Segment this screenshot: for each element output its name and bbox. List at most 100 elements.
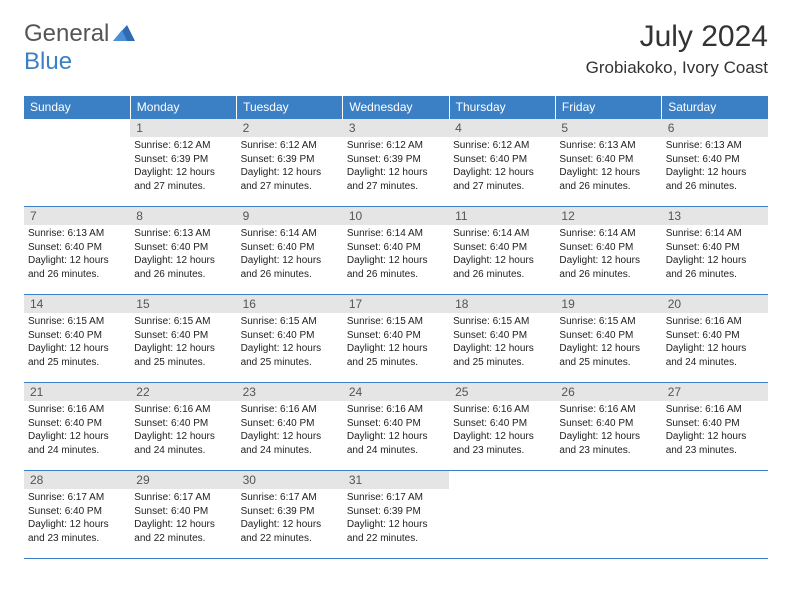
calendar-table: Sunday Monday Tuesday Wednesday Thursday… xyxy=(24,96,768,559)
daylight-text: Daylight: 12 hours and 23 minutes. xyxy=(559,430,657,457)
calendar-day-cell: 27Sunrise: 6:16 AMSunset: 6:40 PMDayligh… xyxy=(662,383,768,471)
sunset-text: Sunset: 6:39 PM xyxy=(241,153,339,167)
daylight-text: Daylight: 12 hours and 23 minutes. xyxy=(666,430,764,457)
day-number: 21 xyxy=(24,383,130,401)
sunrise-text: Sunrise: 6:15 AM xyxy=(28,315,126,329)
calendar-day-cell: 20Sunrise: 6:16 AMSunset: 6:40 PMDayligh… xyxy=(662,295,768,383)
daylight-text: Daylight: 12 hours and 26 minutes. xyxy=(453,254,551,281)
sunrise-text: Sunrise: 6:16 AM xyxy=(666,403,764,417)
sunset-text: Sunset: 6:40 PM xyxy=(241,329,339,343)
sunset-text: Sunset: 6:40 PM xyxy=(241,417,339,431)
calendar-day-cell: 19Sunrise: 6:15 AMSunset: 6:40 PMDayligh… xyxy=(555,295,661,383)
calendar-day-cell: 6Sunrise: 6:13 AMSunset: 6:40 PMDaylight… xyxy=(662,119,768,207)
sunset-text: Sunset: 6:40 PM xyxy=(559,153,657,167)
sunset-text: Sunset: 6:40 PM xyxy=(666,329,764,343)
sunrise-text: Sunrise: 6:16 AM xyxy=(559,403,657,417)
day-number: 3 xyxy=(343,119,449,137)
day-number: 10 xyxy=(343,207,449,225)
daylight-text: Daylight: 12 hours and 25 minutes. xyxy=(134,342,232,369)
day-info: Sunrise: 6:12 AMSunset: 6:40 PMDaylight:… xyxy=(449,137,555,197)
calendar-day-cell: 18Sunrise: 6:15 AMSunset: 6:40 PMDayligh… xyxy=(449,295,555,383)
day-number: 17 xyxy=(343,295,449,313)
day-info: Sunrise: 6:16 AMSunset: 6:40 PMDaylight:… xyxy=(130,401,236,461)
day-number: 25 xyxy=(449,383,555,401)
calendar-day-cell xyxy=(662,471,768,559)
day-number xyxy=(449,471,555,475)
sunrise-text: Sunrise: 6:16 AM xyxy=(347,403,445,417)
sunset-text: Sunset: 6:39 PM xyxy=(134,153,232,167)
day-number xyxy=(24,119,130,123)
calendar-day-cell: 15Sunrise: 6:15 AMSunset: 6:40 PMDayligh… xyxy=(130,295,236,383)
daylight-text: Daylight: 12 hours and 23 minutes. xyxy=(28,518,126,545)
day-info: Sunrise: 6:16 AMSunset: 6:40 PMDaylight:… xyxy=(662,401,768,461)
calendar-day-cell: 28Sunrise: 6:17 AMSunset: 6:40 PMDayligh… xyxy=(24,471,130,559)
daylight-text: Daylight: 12 hours and 26 minutes. xyxy=(347,254,445,281)
calendar-day-cell: 31Sunrise: 6:17 AMSunset: 6:39 PMDayligh… xyxy=(343,471,449,559)
calendar-day-cell: 30Sunrise: 6:17 AMSunset: 6:39 PMDayligh… xyxy=(237,471,343,559)
weekday-header: Monday xyxy=(130,96,236,119)
sunset-text: Sunset: 6:40 PM xyxy=(453,153,551,167)
sunset-text: Sunset: 6:40 PM xyxy=(453,329,551,343)
logo-text-1: General xyxy=(24,20,109,47)
day-info: Sunrise: 6:16 AMSunset: 6:40 PMDaylight:… xyxy=(24,401,130,461)
sunset-text: Sunset: 6:39 PM xyxy=(347,505,445,519)
sunset-text: Sunset: 6:40 PM xyxy=(666,153,764,167)
day-info: Sunrise: 6:16 AMSunset: 6:40 PMDaylight:… xyxy=(555,401,661,461)
day-number: 13 xyxy=(662,207,768,225)
sunset-text: Sunset: 6:40 PM xyxy=(559,417,657,431)
sunset-text: Sunset: 6:40 PM xyxy=(134,241,232,255)
day-number xyxy=(662,471,768,475)
sunrise-text: Sunrise: 6:17 AM xyxy=(134,491,232,505)
calendar-day-cell: 14Sunrise: 6:15 AMSunset: 6:40 PMDayligh… xyxy=(24,295,130,383)
sunrise-text: Sunrise: 6:17 AM xyxy=(28,491,126,505)
calendar-day-cell: 26Sunrise: 6:16 AMSunset: 6:40 PMDayligh… xyxy=(555,383,661,471)
calendar-day-cell: 23Sunrise: 6:16 AMSunset: 6:40 PMDayligh… xyxy=(237,383,343,471)
sunset-text: Sunset: 6:40 PM xyxy=(134,329,232,343)
sunrise-text: Sunrise: 6:14 AM xyxy=(666,227,764,241)
calendar-day-cell xyxy=(555,471,661,559)
location: Grobiakoko, Ivory Coast xyxy=(586,58,768,78)
day-number: 27 xyxy=(662,383,768,401)
calendar-day-cell: 11Sunrise: 6:14 AMSunset: 6:40 PMDayligh… xyxy=(449,207,555,295)
day-number: 11 xyxy=(449,207,555,225)
daylight-text: Daylight: 12 hours and 25 minutes. xyxy=(453,342,551,369)
sunrise-text: Sunrise: 6:16 AM xyxy=(134,403,232,417)
calendar-day-cell: 7Sunrise: 6:13 AMSunset: 6:40 PMDaylight… xyxy=(24,207,130,295)
daylight-text: Daylight: 12 hours and 24 minutes. xyxy=(28,430,126,457)
sunset-text: Sunset: 6:40 PM xyxy=(241,241,339,255)
day-number: 22 xyxy=(130,383,236,401)
sunset-text: Sunset: 6:40 PM xyxy=(666,241,764,255)
calendar-day-cell: 13Sunrise: 6:14 AMSunset: 6:40 PMDayligh… xyxy=(662,207,768,295)
day-number: 6 xyxy=(662,119,768,137)
day-info: Sunrise: 6:12 AMSunset: 6:39 PMDaylight:… xyxy=(237,137,343,197)
sunset-text: Sunset: 6:40 PM xyxy=(28,241,126,255)
daylight-text: Daylight: 12 hours and 23 minutes. xyxy=(453,430,551,457)
sunset-text: Sunset: 6:39 PM xyxy=(241,505,339,519)
daylight-text: Daylight: 12 hours and 24 minutes. xyxy=(241,430,339,457)
day-number: 14 xyxy=(24,295,130,313)
day-number: 29 xyxy=(130,471,236,489)
day-info: Sunrise: 6:14 AMSunset: 6:40 PMDaylight:… xyxy=(237,225,343,285)
daylight-text: Daylight: 12 hours and 27 minutes. xyxy=(241,166,339,193)
day-info: Sunrise: 6:14 AMSunset: 6:40 PMDaylight:… xyxy=(449,225,555,285)
day-info: Sunrise: 6:12 AMSunset: 6:39 PMDaylight:… xyxy=(343,137,449,197)
day-info: Sunrise: 6:17 AMSunset: 6:40 PMDaylight:… xyxy=(24,489,130,549)
daylight-text: Daylight: 12 hours and 27 minutes. xyxy=(347,166,445,193)
daylight-text: Daylight: 12 hours and 26 minutes. xyxy=(241,254,339,281)
day-number: 30 xyxy=(237,471,343,489)
sunrise-text: Sunrise: 6:15 AM xyxy=(453,315,551,329)
daylight-text: Daylight: 12 hours and 22 minutes. xyxy=(134,518,232,545)
day-info: Sunrise: 6:15 AMSunset: 6:40 PMDaylight:… xyxy=(24,313,130,373)
daylight-text: Daylight: 12 hours and 26 minutes. xyxy=(134,254,232,281)
day-info: Sunrise: 6:14 AMSunset: 6:40 PMDaylight:… xyxy=(662,225,768,285)
calendar-day-cell: 3Sunrise: 6:12 AMSunset: 6:39 PMDaylight… xyxy=(343,119,449,207)
sunrise-text: Sunrise: 6:12 AM xyxy=(347,139,445,153)
calendar-day-cell: 2Sunrise: 6:12 AMSunset: 6:39 PMDaylight… xyxy=(237,119,343,207)
calendar-day-cell: 12Sunrise: 6:14 AMSunset: 6:40 PMDayligh… xyxy=(555,207,661,295)
day-info: Sunrise: 6:17 AMSunset: 6:40 PMDaylight:… xyxy=(130,489,236,549)
sunset-text: Sunset: 6:40 PM xyxy=(559,241,657,255)
daylight-text: Daylight: 12 hours and 25 minutes. xyxy=(28,342,126,369)
day-number: 23 xyxy=(237,383,343,401)
sunset-text: Sunset: 6:40 PM xyxy=(134,505,232,519)
sunset-text: Sunset: 6:40 PM xyxy=(28,505,126,519)
